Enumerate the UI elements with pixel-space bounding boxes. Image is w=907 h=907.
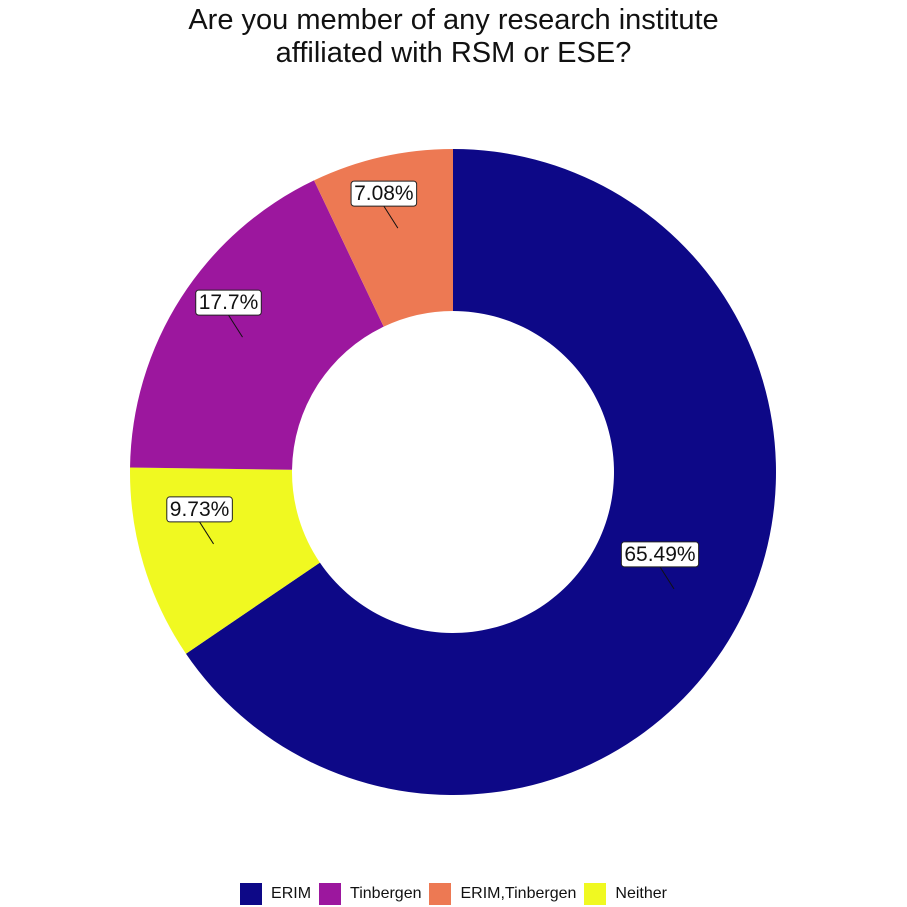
legend-item-tinbergen: Tinbergen — [319, 883, 421, 905]
legend-item-erim: ERIM — [240, 883, 311, 905]
slice-label-box-neither — [166, 496, 233, 523]
legend-swatch-neither — [584, 883, 607, 905]
label-leader-erim-tinbergen — [383, 205, 399, 229]
chart-title-line-2: affiliated with RSM or ESE? — [275, 37, 632, 69]
legend-label-erim-tinbergen: ERIM,Tinbergen — [460, 885, 577, 902]
slice-label-box-erim-tinbergen — [350, 180, 418, 207]
legend-swatch-erim — [240, 883, 263, 905]
slice-label-box-tinbergen — [195, 289, 262, 316]
slice-label-box-erim — [620, 541, 700, 568]
slice-tinbergen — [130, 180, 384, 470]
slice-erim — [185, 149, 776, 795]
slice-erim-tinbergen — [314, 149, 453, 327]
legend-label-tinbergen: Tinbergen — [350, 885, 422, 902]
donut-slices — [129, 149, 776, 795]
chart-title: Are you member of any research institute… — [0, 4, 907, 70]
slice-label-erim: 65.49% — [624, 543, 695, 566]
legend-label-neither: Neither — [615, 885, 667, 902]
legend-item-erim-tinbergen: ERIM,Tinbergen — [429, 883, 576, 905]
legend-label-erim: ERIM — [271, 885, 312, 902]
legend: ERIM Tinbergen ERIM,Tinbergen Neither — [0, 883, 907, 905]
slice-label-neither: 9.73% — [170, 498, 230, 521]
slice-labels: 65.49% 9.73% 17.7% 7.08% — [166, 180, 700, 590]
legend-swatch-tinbergen — [319, 883, 342, 905]
slice-label-erim-tinbergen: 7.08% — [354, 182, 414, 205]
label-leader-erim — [659, 566, 675, 590]
chart-title-line-1: Are you member of any research institute — [188, 4, 719, 36]
label-leader-tinbergen — [228, 314, 243, 338]
slice-label-tinbergen: 17.7% — [199, 291, 259, 314]
legend-item-neither: Neither — [584, 883, 667, 905]
legend-swatch-erim-tinbergen — [429, 883, 452, 905]
label-leader-neither — [199, 521, 214, 545]
